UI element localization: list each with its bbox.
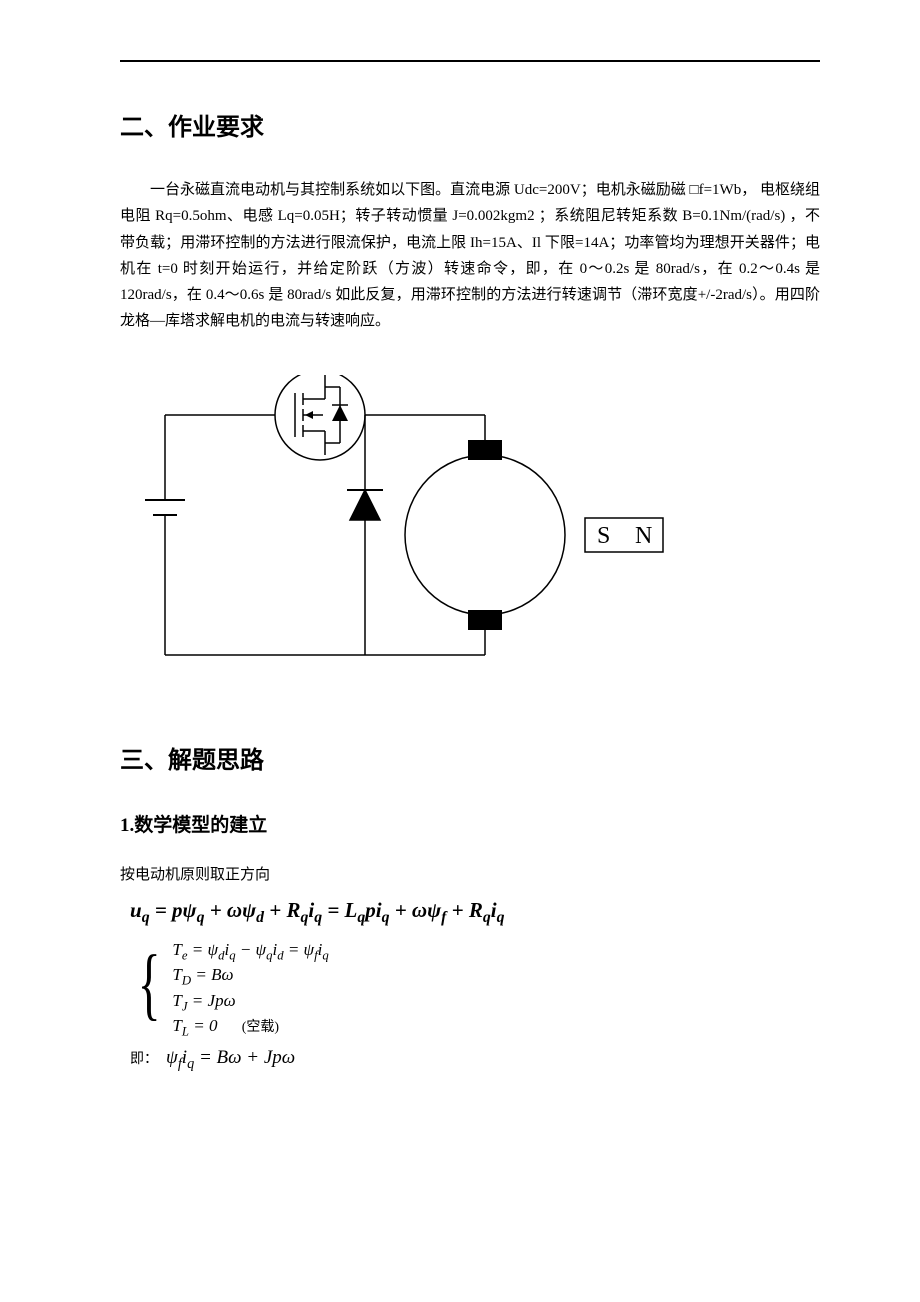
section-requirements-title: 二、作业要求 [120,107,820,142]
model-intro-text: 按电动机原则取正方向 [120,862,820,888]
equation-main: uq = pψq + ωψd + Rqiq = Lqpiq + ωψf + Rq… [120,898,820,927]
requirements-paragraph: 一台永磁直流电动机与其控制系统如以下图。直流电源 Udc=200V；电机永磁励磁… [120,177,820,335]
eq-te: Te = ψdiq − ψqid = ψfiq [172,940,328,963]
motor-icon [405,415,565,655]
subsection-model-title: 1.数学模型的建立 [120,810,820,837]
equation-torque-system: { Te = ψdiq − ψqid = ψfiq TD = Bω TJ = J… [130,939,820,1041]
eq-tl: TL = 0 (空载) [172,1016,328,1039]
mosfet-icon [275,375,365,460]
section-solution-title: 三、解题思路 [120,740,820,775]
magnet-n-label: N [635,523,652,549]
diode-icon [350,490,380,520]
eq-tj: TJ = Jpω [172,991,328,1014]
circuit-diagram: S N [125,375,820,680]
eq-td: TD = Bω [172,965,328,988]
top-rule [120,60,820,62]
equation-final: 即： ψfiq = Bω + Jpω [130,1047,820,1073]
magnet-s-label: S [597,523,610,549]
